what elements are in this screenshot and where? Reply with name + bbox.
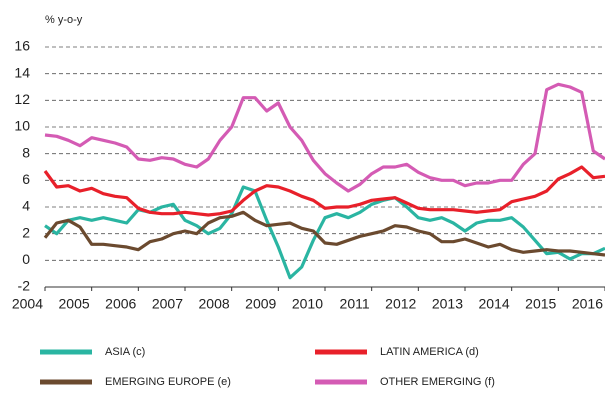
x-tick-label: 2007: [152, 296, 183, 312]
y-tick-label: 8: [22, 144, 30, 160]
y-tick-label: -2: [18, 278, 31, 294]
y-tick-label: 2: [22, 224, 30, 240]
y-axis-label: % y-o-y: [45, 14, 83, 26]
x-tick-label: 2012: [385, 296, 416, 312]
legend-label: LATIN AMERICA (d): [380, 346, 479, 358]
x-tick-label: 2005: [59, 296, 90, 312]
y-tick-label: 12: [14, 91, 30, 107]
x-tick-label: 2016: [572, 296, 603, 312]
y-tick-label: 10: [14, 118, 30, 134]
series-line: [44, 82, 605, 193]
x-tick-label: 2004: [12, 296, 43, 312]
series-line: [43, 210, 605, 257]
legend-label: OTHER EMERGING (f): [380, 376, 495, 388]
x-tick-label: 2010: [292, 296, 323, 312]
y-tick-label: 4: [22, 198, 30, 214]
x-tick-label: 2009: [245, 296, 276, 312]
y-tick-label: 14: [14, 64, 30, 80]
x-tick-label: 2015: [525, 296, 556, 312]
series-line: [43, 165, 605, 217]
legend-label: EMERGING EUROPE (e): [105, 376, 231, 388]
y-tick-label: 16: [14, 38, 30, 54]
x-tick-label: 2006: [105, 296, 136, 312]
x-tick-label: 2008: [199, 296, 230, 312]
legend-label: ASIA (c): [105, 346, 145, 358]
x-tick-label: 2014: [479, 296, 510, 312]
x-tick-label: 2011: [340, 296, 370, 312]
y-tick-label: 0: [22, 251, 30, 267]
x-tick-label: 2013: [432, 296, 463, 312]
y-tick-label: 6: [22, 171, 30, 187]
